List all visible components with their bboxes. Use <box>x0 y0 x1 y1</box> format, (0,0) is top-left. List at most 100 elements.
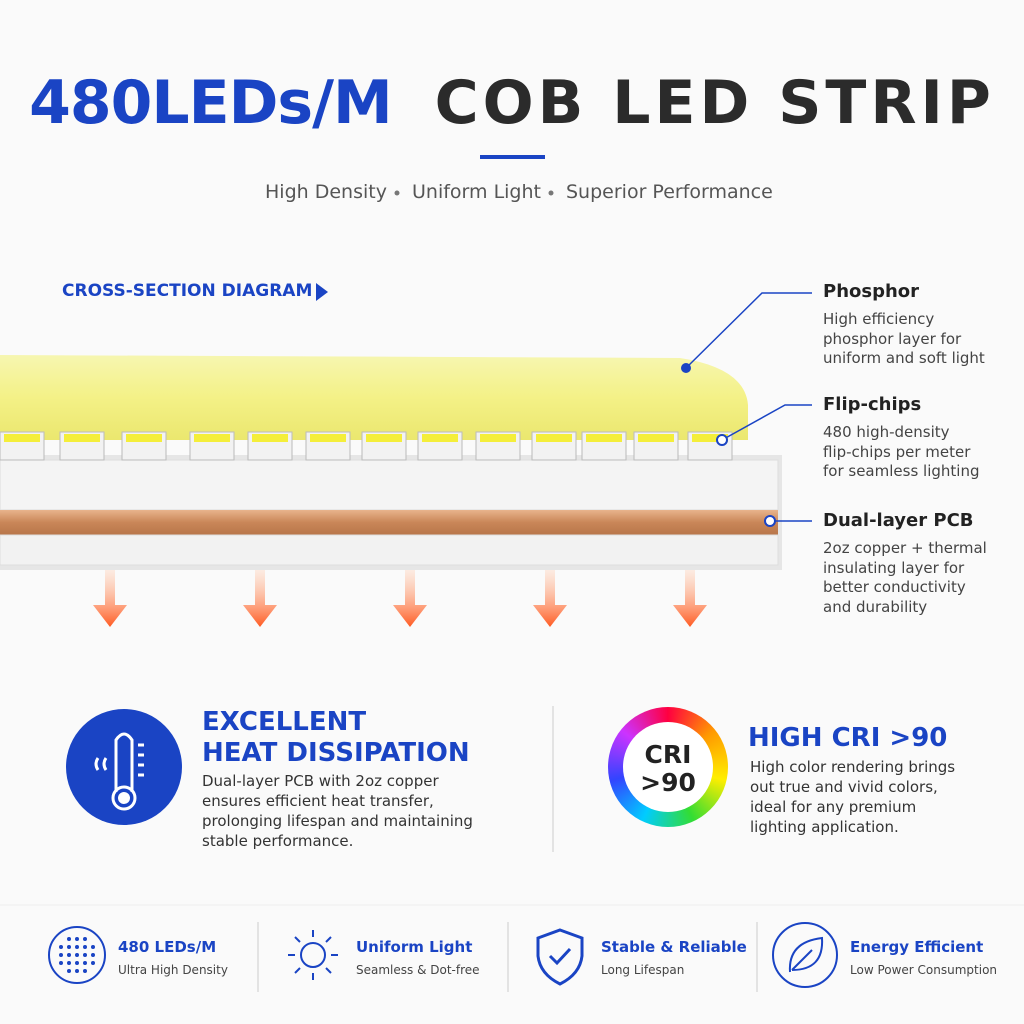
density-dot <box>83 953 87 957</box>
density-dot <box>59 961 63 965</box>
feature-line: lighting application. <box>750 818 899 836</box>
density-dot <box>59 945 63 949</box>
density-dot <box>83 961 87 965</box>
density-dot <box>83 937 87 941</box>
feature-line: prolonging lifespan and maintaining <box>202 812 473 830</box>
callout-line: for seamless lighting <box>823 462 980 480</box>
bottom-subtitle: Ultra High Density <box>118 963 228 977</box>
led-emitter <box>422 434 458 442</box>
phosphor-layer <box>0 355 748 440</box>
bottom-icons <box>48 922 838 988</box>
callout-title: Flip-chips <box>823 394 922 415</box>
callout-title: Dual-layer PCB <box>823 510 974 531</box>
led-emitter <box>366 434 402 442</box>
led-emitter <box>252 434 288 442</box>
density-dot <box>67 945 71 949</box>
cri-center <box>623 722 713 812</box>
led-emitter <box>4 434 40 442</box>
separator-dot <box>548 190 554 196</box>
callout-line: and durability <box>823 597 928 616</box>
thermometer <box>94 732 144 811</box>
bottom-title: Energy Efficient <box>850 938 984 956</box>
density-dots <box>59 937 95 973</box>
heat-arrow <box>533 570 567 627</box>
cri-badge: CRI <box>644 740 692 769</box>
title-row: 480LEDs/M COB LED STRIP <box>0 68 1024 138</box>
callout-lines <box>685 292 812 522</box>
led-emitter <box>194 434 230 442</box>
feature-title: EXCELLENT <box>202 707 367 737</box>
density-dot <box>67 937 71 941</box>
led-emitter <box>638 434 674 442</box>
led-row <box>0 431 733 461</box>
density-dot <box>91 945 95 949</box>
density-dot <box>75 969 79 973</box>
subtitle-item: Uniform Light <box>412 181 541 203</box>
thermometer-bulb <box>118 792 130 804</box>
heat-icon <box>66 709 182 825</box>
bottom-title: Stable & Reliable <box>601 938 747 956</box>
feature-title: HEAT DISSIPATION <box>202 738 470 768</box>
pcb-top <box>0 459 779 511</box>
density-dot <box>67 969 71 973</box>
callout-line: 480 high-density <box>823 423 950 441</box>
diagram-label: CROSS-SECTION DIAGRAM <box>62 281 313 301</box>
density-dot <box>59 953 63 957</box>
heat-arrow <box>93 570 127 627</box>
density-dot <box>67 961 71 965</box>
bottom-subtitle: Long Lifespan <box>601 963 685 977</box>
led-emitter <box>310 434 346 442</box>
feature-line: stable performance. <box>202 832 354 850</box>
bottom-title: Uniform Light <box>356 938 473 956</box>
callout-line: High efficiency <box>823 310 935 328</box>
callout-title: Phosphor <box>823 281 920 302</box>
bottom-dividers <box>257 922 758 992</box>
callout-line: phosphor layer for <box>823 329 962 348</box>
feature-line: Dual-layer PCB with 2oz copper <box>202 772 439 790</box>
bottom-title: 480 LEDs/M <box>118 938 217 956</box>
led-emitter <box>692 434 728 442</box>
feature-line: out true and vivid colors, <box>750 778 938 796</box>
callout-dot <box>764 515 776 527</box>
led-emitter <box>64 434 100 442</box>
separator-dot <box>394 190 400 196</box>
density-dot <box>75 961 79 965</box>
callout-line: flip-chips per meter <box>823 442 971 461</box>
heat-arrows <box>93 570 707 627</box>
density-dot <box>75 937 79 941</box>
density-dot <box>75 945 79 949</box>
heat-arrow <box>673 570 707 627</box>
feature-line: High color rendering brings <box>750 758 956 776</box>
heat-arrow <box>393 570 427 627</box>
density-dot <box>75 953 79 957</box>
title-underline <box>480 155 545 159</box>
led-emitter <box>586 434 622 442</box>
density-dot <box>91 953 95 957</box>
density-dot <box>91 961 95 965</box>
heat-arrow <box>243 570 277 627</box>
callout-line: 2oz copper + thermal <box>823 539 987 557</box>
subtitle-item: High Density <box>265 181 387 203</box>
density-dot <box>83 969 87 973</box>
label-arrow <box>316 283 328 301</box>
density-dot <box>67 953 71 957</box>
cri-badge: >90 <box>640 768 696 797</box>
subtitle-item: Superior Performance <box>566 181 773 203</box>
title: COB LED STRIP <box>434 68 995 138</box>
feature-title: HIGH CRI >90 <box>748 723 948 753</box>
led-emitter <box>536 434 572 442</box>
callout-dot <box>716 434 728 446</box>
bottom-subtitle: Seamless & Dot-free <box>356 963 480 977</box>
led-emitter <box>126 434 162 442</box>
title-accent: 480LEDs/M <box>29 68 393 138</box>
bottom-subtitle: Low Power Consumption <box>850 963 998 977</box>
pcb-bottom <box>0 534 779 566</box>
callout-line: insulating layer for <box>823 558 965 577</box>
callout-line: better conductivity <box>823 578 966 596</box>
callout-dot <box>681 363 691 373</box>
density-dot <box>83 945 87 949</box>
copper-layer <box>0 510 778 535</box>
feature-line: ensures efficient heat transfer, <box>202 792 434 810</box>
